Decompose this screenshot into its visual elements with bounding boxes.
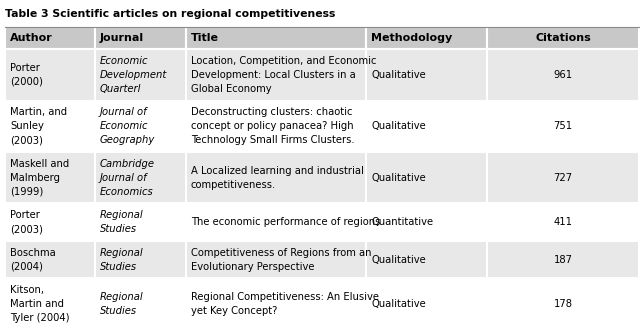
Text: (2000): (2000) (10, 77, 43, 87)
Bar (95, 101, 185, 152)
Text: Regional: Regional (100, 248, 144, 258)
Text: Geography: Geography (100, 135, 155, 145)
Bar (185, 49, 366, 101)
Text: Development: Development (100, 70, 167, 80)
Bar (366, 203, 487, 241)
Text: 178: 178 (553, 299, 573, 309)
Bar (487, 27, 639, 49)
Bar (95, 203, 185, 241)
Bar (95, 152, 185, 203)
Text: 727: 727 (553, 173, 573, 183)
Text: Kitson,: Kitson, (10, 285, 44, 295)
Bar (487, 101, 639, 152)
Text: (2004): (2004) (10, 261, 43, 272)
Bar (5, 101, 95, 152)
Text: Qualitative: Qualitative (372, 173, 426, 183)
Bar (487, 49, 639, 101)
Bar (185, 203, 366, 241)
Bar (185, 27, 366, 49)
Text: Porter: Porter (10, 63, 40, 73)
Text: Economics: Economics (100, 186, 154, 197)
Text: Global Economy: Global Economy (191, 84, 271, 94)
Text: Location, Competition, and Economic: Location, Competition, and Economic (191, 56, 376, 66)
Bar (5, 241, 95, 278)
Text: Qualitative: Qualitative (372, 121, 426, 131)
Text: competitiveness.: competitiveness. (191, 180, 276, 190)
Text: Economic: Economic (100, 121, 149, 131)
Bar (5, 49, 95, 101)
Text: Journal of: Journal of (100, 173, 147, 183)
Bar (366, 152, 487, 203)
Text: Martin and: Martin and (10, 299, 64, 309)
Bar (366, 101, 487, 152)
Text: Methodology: Methodology (372, 33, 453, 43)
Text: Evolutionary Perspective: Evolutionary Perspective (191, 261, 314, 272)
Text: Title: Title (191, 33, 219, 43)
Bar (366, 27, 487, 49)
Bar (5, 203, 95, 241)
Text: Quarterl: Quarterl (100, 84, 142, 94)
Text: Studies: Studies (100, 261, 137, 272)
Text: Porter: Porter (10, 210, 40, 220)
Bar (95, 241, 185, 278)
Text: Journal of: Journal of (100, 107, 147, 117)
Text: Regional: Regional (100, 210, 144, 220)
Bar (95, 278, 185, 326)
Bar (487, 152, 639, 203)
Bar (185, 152, 366, 203)
Text: Table 3 Scientific articles on regional competitiveness: Table 3 Scientific articles on regional … (5, 9, 336, 19)
Text: 961: 961 (553, 70, 573, 80)
Text: Studies: Studies (100, 306, 137, 316)
Text: A Localized learning and industrial: A Localized learning and industrial (191, 166, 364, 176)
Text: Qualitative: Qualitative (372, 255, 426, 265)
Text: Competitiveness of Regions from an: Competitiveness of Regions from an (191, 248, 371, 258)
Text: Qualitative: Qualitative (372, 299, 426, 309)
Text: Maskell and: Maskell and (10, 159, 70, 169)
Text: Deconstructing clusters: chaotic: Deconstructing clusters: chaotic (191, 107, 352, 117)
Text: Sunley: Sunley (10, 121, 44, 131)
Bar (95, 49, 185, 101)
Text: The economic performance of regions: The economic performance of regions (191, 217, 380, 227)
Text: Regional Competitiveness: An Elusive: Regional Competitiveness: An Elusive (191, 292, 379, 302)
Text: (1999): (1999) (10, 186, 43, 197)
Text: yet Key Concept?: yet Key Concept? (191, 306, 277, 316)
Bar (5, 152, 95, 203)
Text: Quantitative: Quantitative (372, 217, 433, 227)
Bar (185, 278, 366, 326)
Bar (487, 278, 639, 326)
Bar (366, 241, 487, 278)
Text: 751: 751 (553, 121, 573, 131)
Text: Development: Local Clusters in a: Development: Local Clusters in a (191, 70, 355, 80)
Text: Boschma: Boschma (10, 248, 56, 258)
Text: Malmberg: Malmberg (10, 173, 60, 183)
Text: (2003): (2003) (10, 224, 43, 234)
Text: Qualitative: Qualitative (372, 70, 426, 80)
Text: Regional: Regional (100, 292, 144, 302)
Text: Journal: Journal (100, 33, 144, 43)
Text: Technology Small Firms Clusters.: Technology Small Firms Clusters. (191, 135, 354, 145)
Text: Martin, and: Martin, and (10, 107, 67, 117)
Text: Author: Author (10, 33, 53, 43)
Bar (487, 241, 639, 278)
Bar (366, 49, 487, 101)
Bar (185, 101, 366, 152)
Text: Studies: Studies (100, 224, 137, 234)
Bar (185, 241, 366, 278)
Text: Citations: Citations (535, 33, 591, 43)
Bar (366, 278, 487, 326)
Text: concept or policy panacea? High: concept or policy panacea? High (191, 121, 354, 131)
Text: 411: 411 (553, 217, 573, 227)
Text: Cambridge: Cambridge (100, 159, 155, 169)
Text: Economic: Economic (100, 56, 149, 66)
Bar (487, 203, 639, 241)
Bar (5, 27, 95, 49)
Text: Tyler (2004): Tyler (2004) (10, 313, 70, 323)
Text: 187: 187 (553, 255, 573, 265)
Text: (2003): (2003) (10, 135, 43, 145)
Bar (95, 27, 185, 49)
Bar (5, 278, 95, 326)
